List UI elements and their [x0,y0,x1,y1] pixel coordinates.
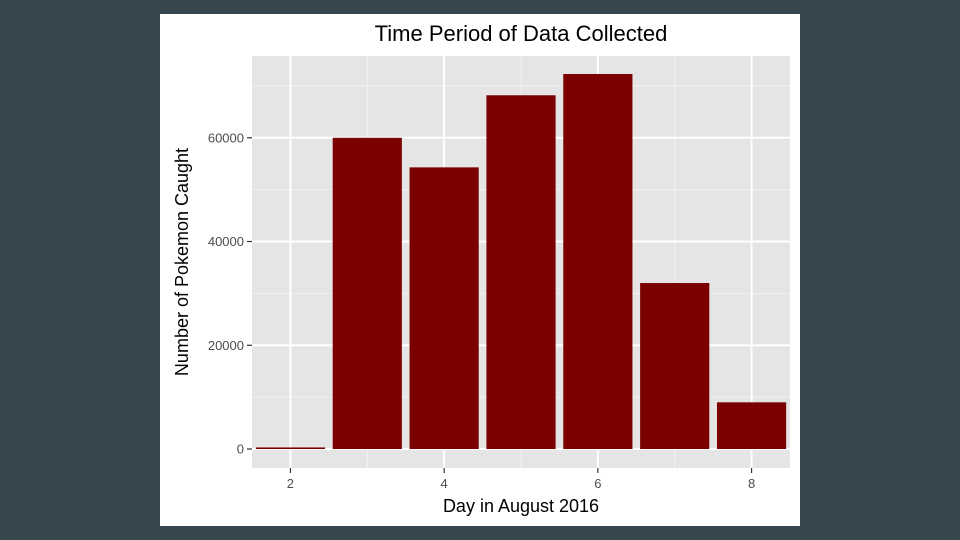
y-axis: 0 20000 40000 60000 [208,130,252,457]
bar-day-7 [640,283,710,449]
x-tick-label: 2 [287,476,294,491]
y-tick-label: 60000 [208,130,244,145]
y-tick-label: 40000 [208,234,244,249]
bar-day-3 [332,137,402,449]
x-tick-label: 4 [441,476,448,491]
bars [255,74,787,449]
bar-day-6 [563,74,633,449]
chart-figure: 2 4 6 8 0 20000 40000 60000 Time Period of Dat… [160,14,800,526]
x-tick-label: 8 [748,476,755,491]
x-axis-label: Day in August 2016 [443,496,599,516]
chart-title: Time Period of Data Collected [375,21,668,46]
x-tick-label: 6 [594,476,601,491]
bar-chart: 2 4 6 8 0 20000 40000 60000 Time Period of Dat… [172,21,790,516]
y-tick-label: 20000 [208,338,244,353]
bar-day-4 [409,167,479,449]
y-tick-label: 0 [237,442,244,457]
y-axis-label: Number of Pokemon Caught [172,148,192,376]
x-axis: 2 4 6 8 [287,468,755,491]
bar-day-5 [486,95,556,449]
bar-day-8 [716,402,787,449]
bar-day-2 [255,447,326,449]
